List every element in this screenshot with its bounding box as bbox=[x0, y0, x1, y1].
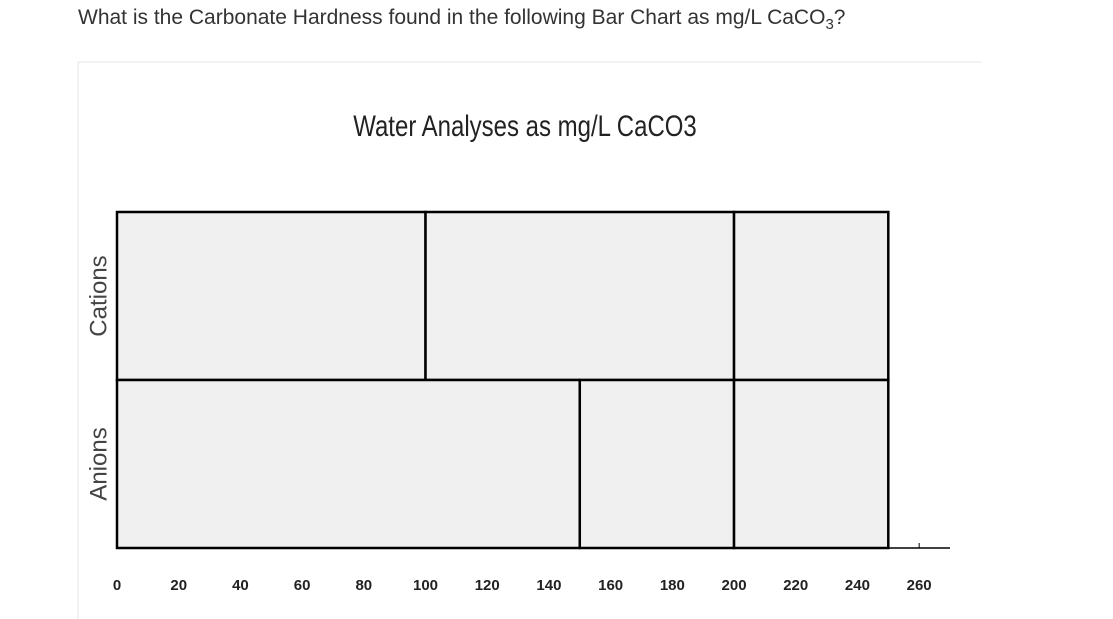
chart-title: Water Analyses as mg/L CaCO3 bbox=[353, 108, 697, 142]
x-tick-label: 80 bbox=[355, 577, 372, 594]
bar-segment bbox=[115, 210, 427, 382]
x-tick-label: 60 bbox=[294, 577, 311, 594]
bar-segment bbox=[732, 210, 890, 382]
x-tick-label: 200 bbox=[722, 577, 747, 594]
x-tick-label: 180 bbox=[660, 577, 685, 594]
x-tick-label: 240 bbox=[845, 577, 870, 594]
question-text: What is the Carbonate Hardness found in … bbox=[78, 6, 826, 29]
x-tick-label: 140 bbox=[536, 577, 561, 594]
question: What is the Carbonate Hardness found in … bbox=[78, 6, 845, 33]
x-tick-label: 120 bbox=[475, 577, 500, 594]
x-tick-label: 100 bbox=[413, 577, 438, 594]
x-tick-label: 40 bbox=[232, 577, 249, 594]
bar-segment bbox=[115, 378, 582, 550]
question-end: ? bbox=[833, 6, 846, 29]
x-tick-label: 20 bbox=[170, 577, 187, 594]
bar-segment bbox=[578, 378, 736, 550]
bar-segment bbox=[424, 210, 736, 382]
x-tick-label: 160 bbox=[598, 577, 623, 594]
x-tick-label: 0 bbox=[113, 577, 121, 594]
x-tick-label: 220 bbox=[783, 577, 808, 594]
x-tick-label: 260 bbox=[907, 577, 932, 594]
y-tick-label: Cations bbox=[85, 255, 112, 336]
question-subscript: 3 bbox=[825, 16, 834, 34]
bar-segment bbox=[732, 378, 890, 550]
y-tick-label: Anions bbox=[85, 427, 112, 500]
